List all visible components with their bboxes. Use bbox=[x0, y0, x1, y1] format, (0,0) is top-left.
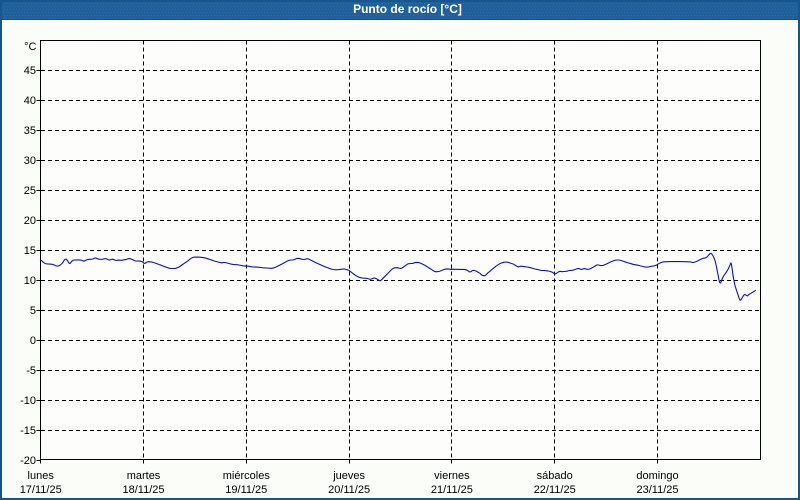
svg-text:18/11/25: 18/11/25 bbox=[122, 484, 164, 496]
svg-text:0: 0 bbox=[30, 335, 36, 347]
svg-text:-20: -20 bbox=[20, 455, 36, 467]
svg-text:25: 25 bbox=[24, 185, 36, 197]
svg-text:35: 35 bbox=[24, 125, 36, 137]
svg-text:domingo: domingo bbox=[636, 470, 678, 482]
svg-text:martes: martes bbox=[127, 470, 161, 482]
svg-text:10: 10 bbox=[24, 275, 36, 287]
svg-text:miércoles: miércoles bbox=[223, 470, 271, 482]
svg-text:5: 5 bbox=[30, 305, 36, 317]
svg-text:22/11/25: 22/11/25 bbox=[534, 484, 576, 496]
svg-text:jueves: jueves bbox=[332, 470, 365, 482]
svg-text:40: 40 bbox=[24, 95, 36, 107]
svg-text:viernes: viernes bbox=[434, 470, 470, 482]
svg-text:21/11/25: 21/11/25 bbox=[431, 484, 473, 496]
svg-text:-10: -10 bbox=[20, 395, 36, 407]
svg-text:sábado: sábado bbox=[537, 470, 573, 482]
svg-text:45: 45 bbox=[24, 65, 36, 77]
svg-text:15: 15 bbox=[24, 245, 36, 257]
svg-text:lunes: lunes bbox=[28, 470, 55, 482]
svg-text:23/11/25: 23/11/25 bbox=[636, 484, 678, 496]
svg-text:19/11/25: 19/11/25 bbox=[225, 484, 267, 496]
svg-text:20/11/25: 20/11/25 bbox=[328, 484, 370, 496]
svg-text:30: 30 bbox=[24, 155, 36, 167]
svg-text:-15: -15 bbox=[20, 425, 36, 437]
svg-text:17/11/25: 17/11/25 bbox=[20, 484, 62, 496]
svg-text:20: 20 bbox=[24, 215, 36, 227]
svg-text:-5: -5 bbox=[26, 365, 36, 377]
svg-text:°C: °C bbox=[24, 41, 36, 53]
